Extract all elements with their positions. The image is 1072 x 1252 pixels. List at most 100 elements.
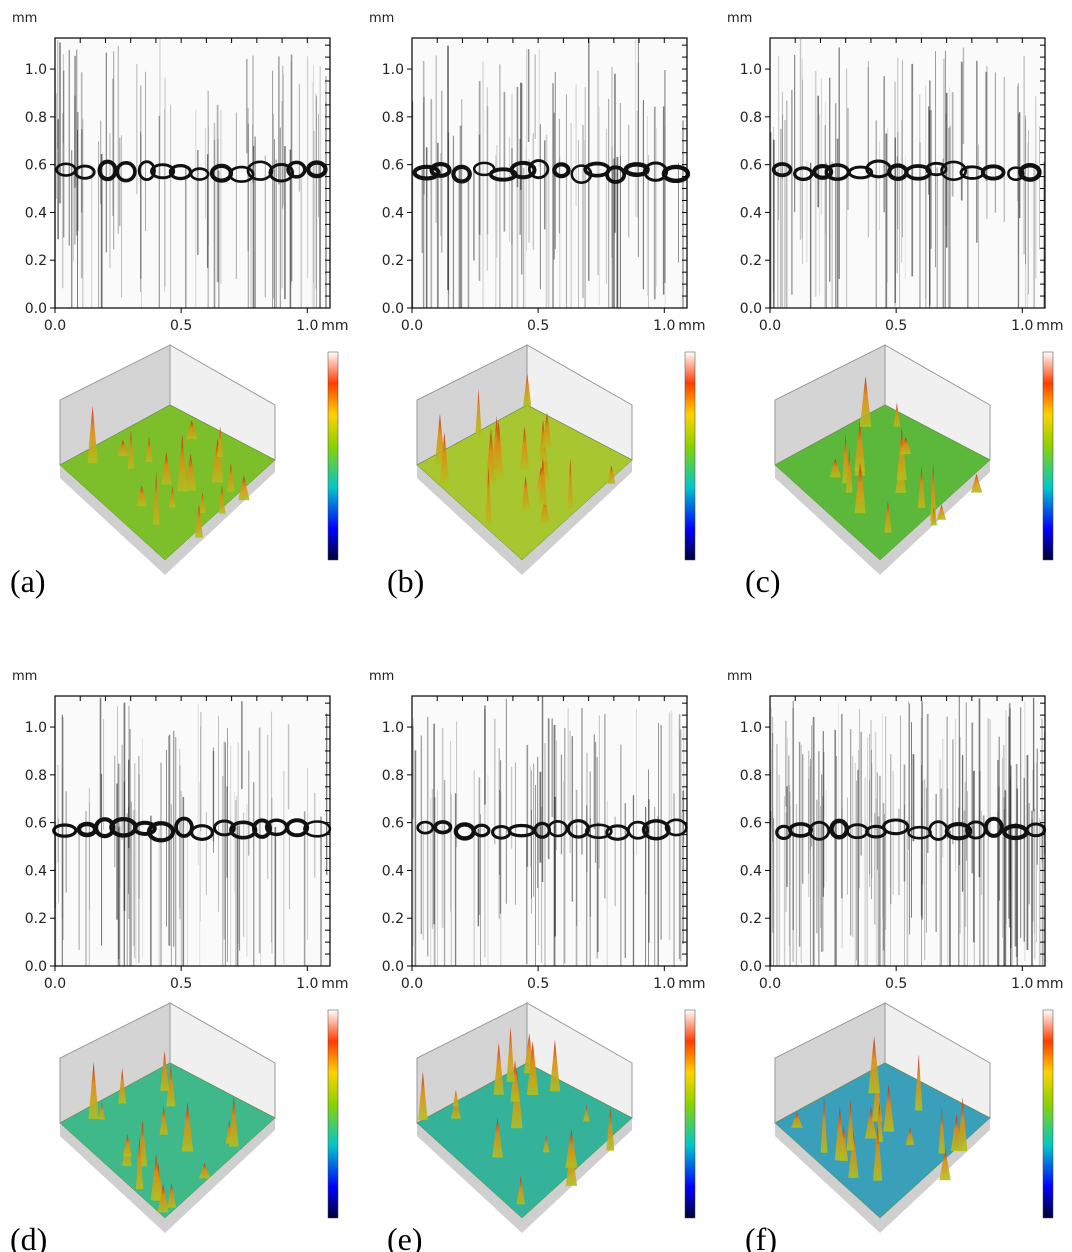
x-tick-label: 0.0 <box>401 976 423 992</box>
spike <box>883 1084 895 1132</box>
x-tick-label: 0.5 <box>885 318 907 334</box>
spike <box>166 1064 176 1107</box>
spike <box>181 1101 194 1152</box>
panel-label: (a) <box>10 563 46 599</box>
spike <box>936 504 947 520</box>
y-tick-label: 0.6 <box>25 158 47 174</box>
x-unit: mm <box>678 318 705 334</box>
spike <box>583 1105 590 1122</box>
indent <box>52 823 78 838</box>
indent <box>146 821 176 843</box>
spike <box>939 1148 951 1181</box>
indent <box>174 816 194 838</box>
x-tick-label: 0.0 <box>401 318 423 334</box>
spike <box>159 1106 169 1135</box>
y-unit: mm <box>727 669 752 684</box>
colorbar <box>1042 1009 1054 1219</box>
micrograph <box>52 696 332 966</box>
spike <box>117 439 129 457</box>
spike <box>195 504 204 538</box>
y-tick-label: 0.2 <box>382 911 404 927</box>
indent <box>509 160 537 180</box>
spike <box>475 388 482 436</box>
indent <box>268 162 295 183</box>
indent <box>190 824 214 841</box>
spike <box>485 428 497 485</box>
spike <box>198 1163 211 1179</box>
indent <box>940 160 968 181</box>
spike <box>957 1097 968 1152</box>
spike <box>136 485 148 507</box>
indent <box>228 165 255 183</box>
indent <box>882 818 910 836</box>
y-tick-label: 1.0 <box>740 62 762 78</box>
spike <box>485 466 492 527</box>
micrograph <box>769 38 1045 308</box>
indent <box>472 823 491 838</box>
spike <box>184 453 197 491</box>
indent <box>73 164 96 180</box>
base <box>417 460 632 575</box>
y-unit: mm <box>12 11 37 26</box>
base <box>775 460 990 575</box>
indent <box>284 818 310 838</box>
spike <box>543 1135 550 1153</box>
micrograph <box>412 696 688 966</box>
x-unit: mm <box>678 976 705 992</box>
colorbar <box>327 351 339 561</box>
indent <box>605 165 627 184</box>
y-tick-label: 0.6 <box>382 816 404 832</box>
y-tick-label: 0.8 <box>740 110 762 126</box>
spike <box>567 458 574 509</box>
indent <box>771 162 793 178</box>
axes-frame <box>769 695 1046 967</box>
indent <box>150 163 176 180</box>
y-tick-label: 0.0 <box>25 301 47 317</box>
spike <box>917 465 926 508</box>
indent <box>641 819 671 841</box>
y-tick-label: 0.2 <box>25 253 47 269</box>
spike <box>98 1102 106 1120</box>
indent <box>189 167 210 181</box>
base <box>417 1118 632 1233</box>
spike <box>565 1129 578 1168</box>
y-tick-label: 0.8 <box>25 110 47 126</box>
base <box>60 460 275 575</box>
spike <box>848 1130 859 1178</box>
spike <box>452 1090 459 1107</box>
y-tick-label: 0.4 <box>25 205 47 221</box>
indent <box>623 162 650 177</box>
spike <box>123 1134 132 1157</box>
micrograph <box>54 38 330 308</box>
colorbar <box>684 1009 696 1219</box>
x-tick-label: 1.0 <box>296 318 318 334</box>
y-tick-label: 1.0 <box>25 62 47 78</box>
indent <box>980 164 1006 181</box>
indent <box>212 819 236 837</box>
panel-label: (c) <box>745 563 781 599</box>
spike <box>899 437 912 455</box>
y-unit: mm <box>12 669 37 684</box>
spike <box>930 507 937 526</box>
indent <box>306 160 328 179</box>
indent <box>812 163 834 180</box>
y-tick-label: 1.0 <box>382 62 404 78</box>
surface <box>774 404 991 561</box>
spike <box>211 438 224 483</box>
y-tick-label: 0.6 <box>25 816 47 832</box>
spike <box>905 1127 915 1145</box>
x-tick-label: 0.5 <box>527 318 549 334</box>
spike <box>538 419 548 462</box>
spike <box>493 420 504 478</box>
spike <box>538 457 548 505</box>
spike <box>135 1136 144 1189</box>
y-tick-label: 0.0 <box>382 301 404 317</box>
y-tick-label: 0.4 <box>740 863 762 879</box>
indent <box>925 161 948 177</box>
spike <box>506 1026 515 1082</box>
